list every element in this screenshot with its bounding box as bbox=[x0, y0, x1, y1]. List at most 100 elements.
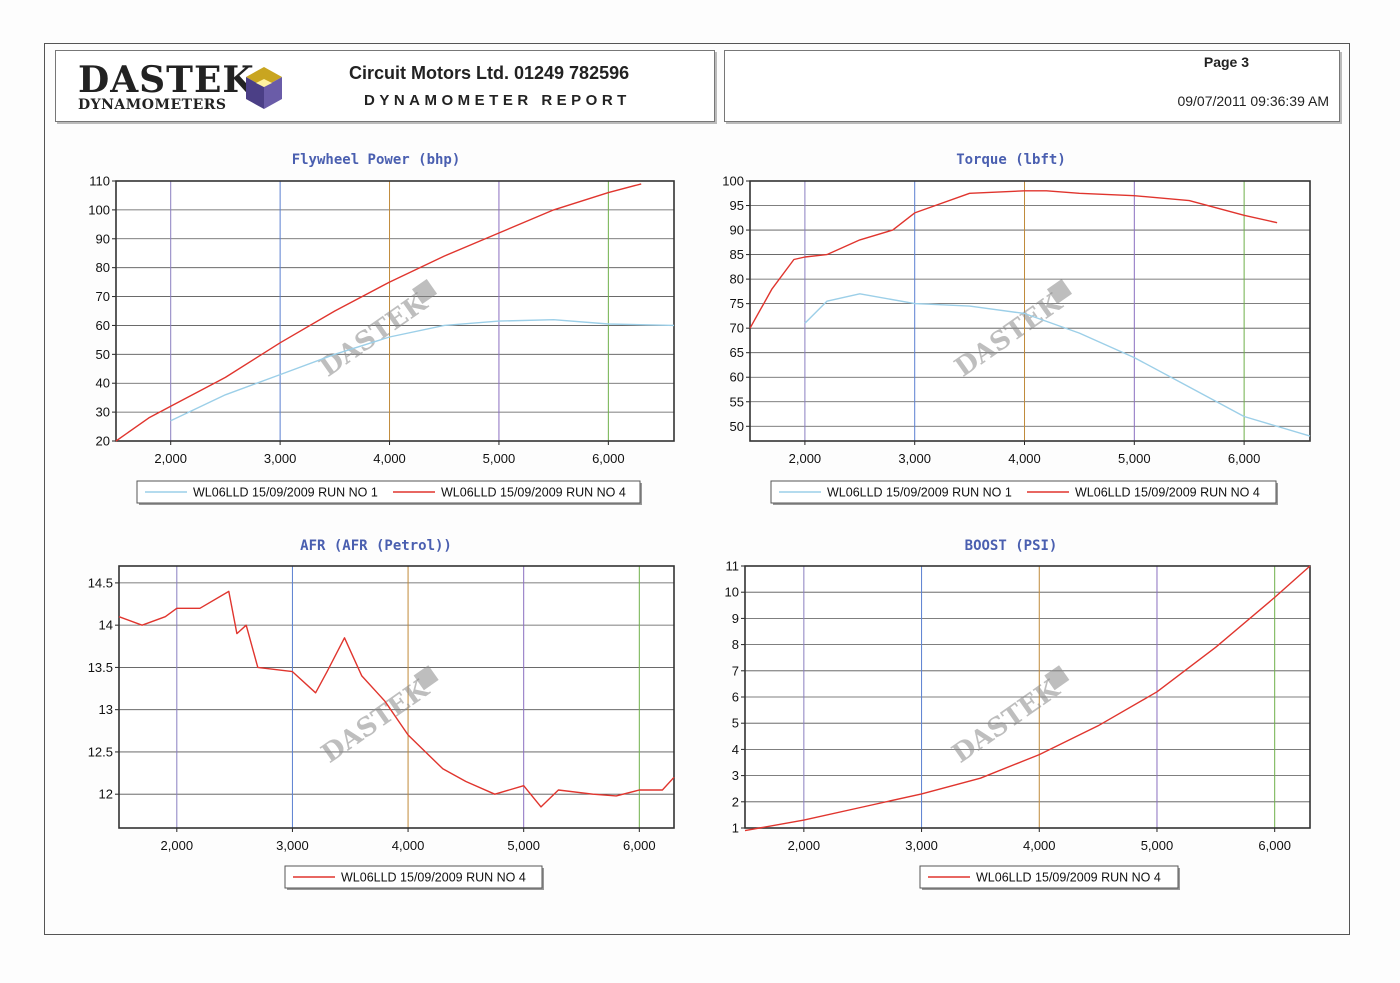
afr-watermark-cube-icon bbox=[413, 665, 439, 691]
afr-ytick-label: 13.5 bbox=[88, 660, 113, 675]
torque-ytick-label: 55 bbox=[730, 394, 744, 409]
torque-ytick-label: 50 bbox=[730, 419, 744, 434]
power-ytick-label: 90 bbox=[96, 231, 110, 246]
power-title: Flywheel Power (bhp) bbox=[292, 152, 461, 168]
logo-subtitle: DYNAMOMETERS bbox=[78, 97, 227, 113]
afr-xtick-label: 4,000 bbox=[392, 838, 425, 853]
torque-plot-border bbox=[749, 180, 1311, 442]
boost-ytick-label: 9 bbox=[732, 611, 739, 626]
afr-xtick-label: 6,000 bbox=[623, 838, 656, 853]
torque-title: Torque (lbft) bbox=[956, 152, 1066, 168]
torque-ytick-label: 100 bbox=[722, 174, 744, 189]
boost-ytick-label: 10 bbox=[725, 585, 739, 600]
torque-chart: Torque (lbft) 50 55 60 65 70 75 80 85 90 95 100 2,00… bbox=[722, 152, 1311, 505]
afr-xtick-label: 2,000 bbox=[161, 838, 194, 853]
boost-xtick-label: 2,000 bbox=[788, 838, 821, 853]
boost-ytick-label: 4 bbox=[732, 742, 739, 757]
afr-xtick-label: 3,000 bbox=[276, 838, 309, 853]
afr-xtick-label: 5,000 bbox=[507, 838, 540, 853]
report-datetime: 09/07/2011 09:36:39 AM bbox=[1177, 93, 1329, 109]
company-name: Circuit Motors Ltd. 01249 782596 bbox=[349, 63, 630, 83]
afr-legend bbox=[284, 865, 543, 889]
boost-plot-border bbox=[744, 565, 1311, 829]
power-ytick-label: 40 bbox=[96, 376, 110, 391]
power-series-1-line bbox=[170, 319, 675, 422]
torque-xtick-label: 3,000 bbox=[898, 451, 931, 466]
power-plot-border bbox=[115, 180, 675, 442]
afr-chart: AFR (AFR (Petrol)) 12 12.5 13 13.5 14 14.5 2,00… bbox=[88, 538, 675, 890]
torque-legend-entry: WL06LLD 15/09/2009 RUN NO 1 bbox=[827, 486, 1012, 500]
torque-xtick-label: 5,000 bbox=[1118, 451, 1151, 466]
torque-series-2-line bbox=[749, 190, 1278, 329]
torque-ytick-label: 95 bbox=[730, 198, 744, 213]
torque-legend-entry: WL06LLD 15/09/2009 RUN NO 4 bbox=[1075, 486, 1260, 500]
boost-watermark-cube-icon bbox=[1044, 665, 1070, 691]
power-xtick-label: 4,000 bbox=[373, 451, 406, 466]
boost-title: BOOST (PSI) bbox=[965, 538, 1058, 554]
logo-cube-icon bbox=[246, 67, 282, 109]
report-frame bbox=[44, 43, 1350, 935]
power-ytick-label: 70 bbox=[96, 289, 110, 304]
torque-ytick-label: 90 bbox=[730, 223, 744, 238]
power-ytick-label: 80 bbox=[96, 260, 110, 275]
boost-ytick-label: 8 bbox=[732, 637, 739, 652]
power-ytick-label: 50 bbox=[96, 347, 110, 362]
power-series-2-line bbox=[115, 183, 642, 442]
power-xtick-label: 5,000 bbox=[483, 451, 516, 466]
power-xtick-label: 6,000 bbox=[592, 451, 625, 466]
power-ytick-label: 100 bbox=[88, 202, 110, 217]
power-legend bbox=[136, 480, 641, 504]
logo-word: DASTEK bbox=[78, 59, 255, 101]
power-xtick-label: 3,000 bbox=[264, 451, 297, 466]
report-title: DYNAMOMETER REPORT bbox=[364, 92, 631, 109]
torque-xtick-label: 4,000 bbox=[1008, 451, 1041, 466]
torque-ytick-label: 65 bbox=[730, 345, 744, 360]
power-ytick-label: 30 bbox=[96, 405, 110, 420]
afr-plot-border bbox=[118, 565, 675, 829]
power-ytick-label: 110 bbox=[89, 174, 110, 189]
header-left-box: DASTEK DYNAMOMETERS Circuit Motors Ltd. … bbox=[55, 50, 715, 122]
afr-plot-area bbox=[119, 566, 674, 828]
torque-ytick-label: 60 bbox=[730, 370, 744, 385]
torque-xtick-label: 6,000 bbox=[1228, 451, 1261, 466]
boost-xtick-label: 3,000 bbox=[905, 838, 938, 853]
power-ytick-label: 60 bbox=[96, 318, 110, 333]
torque-xtick-label: 2,000 bbox=[789, 451, 822, 466]
power-ytick-label: 20 bbox=[96, 434, 110, 449]
boost-ytick-label: 2 bbox=[732, 794, 739, 809]
boost-ytick-label: 5 bbox=[732, 716, 739, 731]
afr-ytick-label: 12.5 bbox=[88, 744, 113, 759]
torque-ytick-label: 70 bbox=[730, 321, 744, 336]
power-legend-entry: WL06LLD 15/09/2009 RUN NO 1 bbox=[193, 486, 378, 500]
boost-xtick-label: 6,000 bbox=[1258, 838, 1291, 853]
torque-ytick-label: 75 bbox=[730, 296, 744, 311]
page-number: Page 3 bbox=[1203, 54, 1249, 70]
boost-chart: BOOST (PSI) 1 2 3 4 5 6 7 8 9 10 11 2,000 3,000 4,000 5… bbox=[725, 538, 1311, 890]
torque-ytick-label: 85 bbox=[730, 247, 744, 262]
afr-series-1-line bbox=[118, 590, 675, 808]
power-chart: Flywheel Power (bhp) 20 30 40 50 60 70 80 90 100 1… bbox=[88, 152, 675, 505]
afr-ytick-label: 14 bbox=[99, 618, 113, 633]
boost-ytick-label: 6 bbox=[732, 690, 739, 705]
torque-legend bbox=[770, 480, 1277, 504]
power-watermark-cube-icon bbox=[412, 278, 438, 305]
boost-ytick-label: 3 bbox=[732, 768, 739, 783]
dastek-logo: DASTEK DYNAMOMETERS bbox=[78, 59, 255, 113]
boost-legend bbox=[919, 865, 1179, 889]
boost-ytick-label: 1 bbox=[732, 821, 739, 836]
power-legend-entry: WL06LLD 15/09/2009 RUN NO 4 bbox=[441, 486, 626, 500]
afr-title: AFR (AFR (Petrol)) bbox=[300, 538, 452, 554]
torque-ytick-label: 80 bbox=[730, 272, 744, 287]
boost-series-1-line bbox=[744, 565, 1311, 832]
boost-xtick-label: 4,000 bbox=[1023, 838, 1056, 853]
afr-ytick-label: 13 bbox=[99, 702, 113, 717]
boost-ytick-label: 7 bbox=[732, 663, 739, 678]
torque-series-1-line bbox=[804, 293, 1311, 437]
boost-ytick-label: 11 bbox=[726, 559, 740, 574]
afr-ytick-label: 14.5 bbox=[88, 575, 113, 590]
torque-plot-area bbox=[750, 181, 1310, 441]
afr-legend-entry: WL06LLD 15/09/2009 RUN NO 4 bbox=[341, 871, 526, 885]
boost-xtick-label: 5,000 bbox=[1141, 838, 1174, 853]
power-plot-area bbox=[116, 181, 674, 441]
